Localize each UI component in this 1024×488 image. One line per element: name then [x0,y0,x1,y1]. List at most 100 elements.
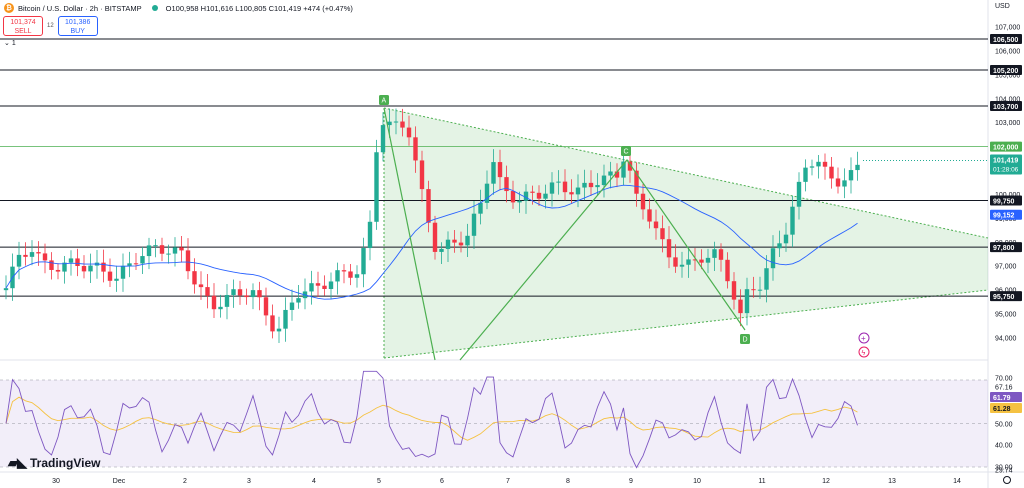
buy-label: BUY [70,28,85,35]
candle-body [471,213,477,236]
rsi-tick-label: 30.00 [995,465,1013,472]
candle-body [530,191,535,193]
candle-body [153,245,158,247]
candle-body [192,271,197,285]
candle-body [62,262,67,272]
candle-body [218,306,223,310]
candle-body [686,259,691,265]
triangle-upper-line [383,107,989,239]
candle-body [660,228,665,240]
time-tick-label: 2 [183,478,187,485]
time-tick-label: 12 [822,478,830,485]
rsi-value-tag [990,392,1022,402]
candle-body [458,242,464,246]
candle-body [517,200,522,203]
level-price-label: 106,500 [993,37,1018,44]
plus-circle-icon [858,332,870,344]
candle-body [140,256,145,264]
pattern-point-label: A [382,98,387,105]
candle-body [783,234,789,244]
candle-body [647,209,652,222]
candle-body [634,170,639,194]
ohlc-readout: O100,958 H101,616 L100,805 C101,419 +474… [165,3,353,13]
candle-body [770,248,776,269]
time-tick-label: 7 [506,478,510,485]
candle-body [614,171,620,178]
lightning-glyph: ϟ [862,350,866,357]
ma-price-label: 99,152 [993,213,1015,220]
candle-body [348,271,353,278]
rsi-tick-label: 29.74 [995,468,1013,475]
candle-body [478,202,483,214]
candle-body [55,269,61,272]
candle-body [419,160,425,190]
candle-body [426,189,431,223]
candle-body [744,289,750,314]
candle-body [244,295,249,298]
candle-body [283,309,288,329]
candle-body [523,191,529,201]
time-tick-label: 30 [52,478,60,485]
candle-body [387,121,392,126]
rsi-tick-label: 70.00 [995,376,1013,383]
candle-body [36,252,41,254]
candle-body [42,253,48,261]
candle-body [393,121,399,123]
candle-body [484,183,490,203]
buy-button[interactable]: 101,386 BUY [57,16,98,36]
time-tick-label: 8 [566,478,570,485]
symbol-title[interactable]: Bitcoin / U.S. Dollar · 2h · BITSTAMP [18,3,142,13]
pattern-leg-a [383,107,436,361]
candle-body [3,288,9,291]
candle-body [159,245,165,254]
countdown-label: 01:28:06 [993,167,1019,174]
last-price-tag [990,154,1022,175]
candle-body [309,283,314,292]
candle-body [653,221,659,229]
sell-price: 101,374 [10,19,36,26]
sell-button[interactable]: 101,374 SELL [3,16,43,36]
level-price-label: 97,800 [993,245,1015,252]
candle-body [380,125,386,153]
candle-body [809,166,815,168]
level-price-tag [990,291,1022,302]
time-tick-label: 14 [953,478,961,485]
level-price-tag [990,141,1022,152]
candle-body [738,299,743,314]
rsi-ma-label: 61.28 [993,406,1011,413]
candle-body [75,258,80,267]
candle-body [250,290,256,298]
candle-body [829,166,834,179]
currency-label[interactable]: USD [995,3,1010,10]
settings-icon [1003,476,1011,484]
candle-body [751,289,756,291]
candle-body [549,182,555,194]
pattern-point-tag [621,146,631,156]
indicators-toggle[interactable]: ⌄ 1 [4,40,16,47]
candle-body [263,297,269,316]
candle-body [296,298,301,303]
candle-body [120,265,126,279]
candle-body [400,121,405,128]
candle-body [439,248,444,252]
candle-body [822,161,828,167]
candle-body [510,191,516,203]
candle-body [315,283,321,286]
trade-panel: 101,374 SELL 12 101,386 BUY [3,16,98,36]
sell-label: SELL [14,28,32,35]
candle-body [361,248,366,275]
candle-body [842,180,847,187]
candle-body [536,192,542,199]
pattern-point-tag [379,95,389,105]
time-tick-label: 9 [629,478,633,485]
bitcoin-icon: ₿ [4,3,14,13]
candle-body [133,263,139,265]
candle-body [289,302,295,310]
candle-body [757,289,763,291]
candle-body [224,294,230,307]
candle-body [777,243,782,249]
candle-body [848,170,854,181]
candle-body [341,270,347,272]
price-tick-label: 104,000 [995,96,1020,103]
